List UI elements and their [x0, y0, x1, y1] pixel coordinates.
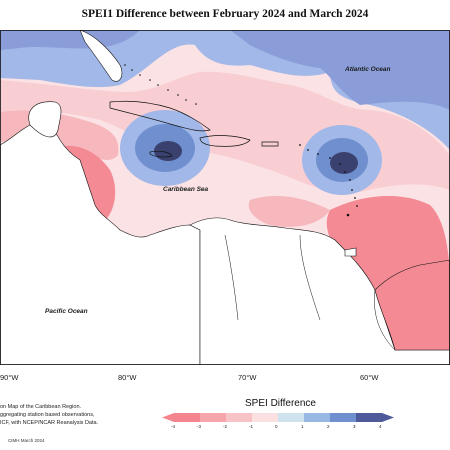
legend-title: SPEI Difference: [245, 398, 316, 409]
legend-segment: [200, 413, 227, 422]
legend-tick-label: 2: [327, 424, 330, 429]
guiana-land: [374, 259, 450, 351]
map-canvas: [0, 30, 450, 365]
south-america-borders: [224, 234, 396, 351]
pacific-ocean-label: Pacific Ocean: [45, 308, 88, 315]
legend-tick-label: 4: [379, 424, 382, 429]
jamaica-outline: [149, 150, 173, 158]
legend-segment: [356, 413, 383, 422]
map-title: SPEI1 Difference between February 2024 a…: [81, 8, 369, 20]
legend-tick-label: 0: [275, 424, 278, 429]
caribbean-sea-label: Caribbean Sea: [163, 186, 209, 193]
cuba-outline: [109, 100, 211, 132]
legend-tick-label: -2: [223, 424, 228, 429]
credit-text: CIMH March 2024: [8, 438, 45, 443]
legend-arrow-left: [162, 413, 174, 422]
lesser-antilles-islands: [299, 144, 358, 217]
trinidad-outline: [344, 247, 357, 257]
longitude-80w: 80°W: [118, 373, 137, 382]
legend-segment: [174, 413, 201, 422]
caption-line-3: ICF, with NCEP/NCAR Reanalysis Data.: [0, 420, 99, 426]
legend-segment: [278, 413, 305, 422]
legend-segment: [330, 413, 357, 422]
legend-tick-label: 3: [353, 424, 356, 429]
venezuela-dry-region: [248, 195, 330, 227]
longitude-90w: 90°W: [0, 373, 19, 382]
map-caption: on Map of the Caribbean Region. ggregati…: [0, 403, 130, 427]
yucatan-land: [28, 101, 62, 138]
longitude-70w: 70°W: [238, 373, 257, 382]
cuba-wet-core: [154, 141, 182, 161]
spei-map: Atlantic Ocean Caribbean Sea Pacific Oce…: [0, 30, 450, 365]
florida-land: [79, 30, 123, 82]
legend-tick-label: -4: [171, 424, 176, 429]
antilles-wet-core: [330, 152, 358, 174]
atlantic-ocean-label: Atlantic Ocean: [345, 66, 391, 73]
gulf-wet-region: [0, 30, 140, 50]
legend-colorbar: [162, 413, 394, 422]
bahamas-islands: [124, 64, 197, 105]
legend-tick-label: -1: [249, 424, 254, 429]
atlantic-wet-region: [230, 30, 450, 110]
hispaniola-outline: [199, 135, 251, 147]
puerto-rico-outline: [261, 141, 279, 147]
legend-segment: [252, 413, 279, 422]
legend-tick-label: 1: [301, 424, 304, 429]
longitude-60w: 60°W: [360, 373, 379, 382]
legend-arrow-right: [382, 413, 394, 422]
legend-segment: [304, 413, 331, 422]
caption-line-1: on Map of the Caribbean Region.: [0, 404, 82, 410]
legend-segment: [226, 413, 253, 422]
legend-tick-label: -3: [197, 424, 202, 429]
caption-line-2: ggregating station based observations,: [0, 412, 95, 418]
